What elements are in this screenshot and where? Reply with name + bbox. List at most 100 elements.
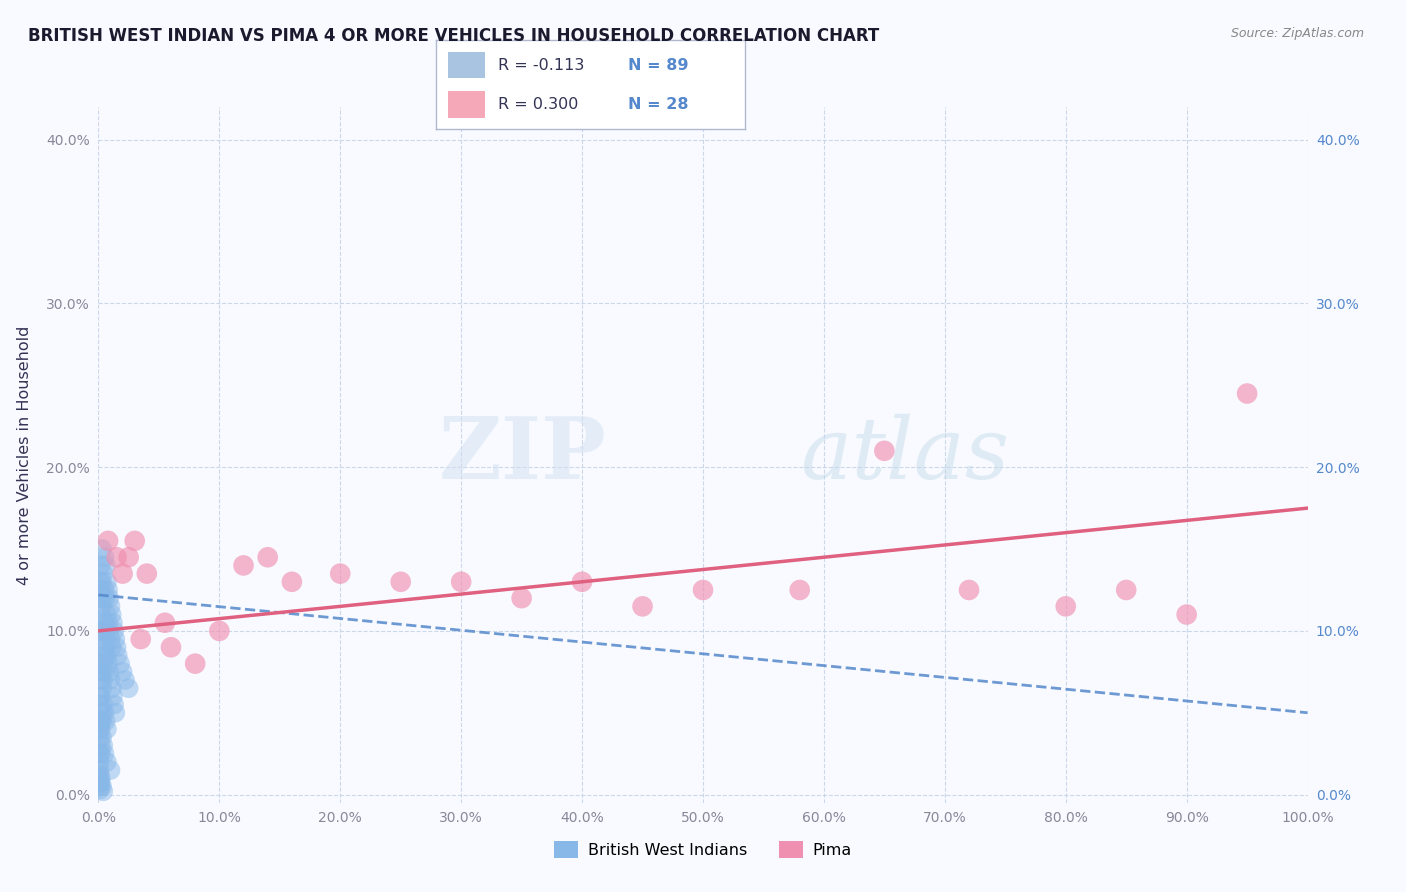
- Point: [89, 780, 111, 794]
- Point: [93, 665, 115, 679]
- Point: [256, 550, 278, 565]
- Point: [957, 582, 980, 597]
- Point: [100, 673, 122, 687]
- Point: [89, 768, 111, 782]
- Point: [450, 574, 472, 589]
- Point: [103, 624, 125, 638]
- Point: [1236, 386, 1258, 401]
- Point: [100, 681, 122, 696]
- Point: [91, 739, 114, 753]
- Point: [91, 542, 114, 557]
- Bar: [449, 91, 485, 118]
- Point: [1054, 599, 1077, 614]
- Point: [90, 582, 112, 597]
- Point: [90, 776, 112, 790]
- Point: [90, 747, 112, 761]
- Text: N = 89: N = 89: [627, 58, 688, 72]
- Point: [96, 607, 118, 622]
- Point: [91, 574, 114, 589]
- Point: [89, 782, 111, 797]
- Point: [91, 784, 114, 798]
- Point: [94, 558, 117, 573]
- Point: [281, 574, 304, 589]
- Point: [100, 632, 122, 646]
- Text: R = -0.113: R = -0.113: [498, 58, 583, 72]
- Y-axis label: 4 or more Vehicles in Household: 4 or more Vehicles in Household: [17, 326, 32, 584]
- Point: [87, 771, 110, 785]
- Point: [91, 780, 114, 794]
- Point: [89, 722, 111, 736]
- Point: [90, 558, 112, 573]
- Point: [1115, 582, 1137, 597]
- Point: [104, 632, 127, 646]
- Point: [90, 632, 112, 646]
- Point: [160, 640, 183, 655]
- Point: [90, 690, 112, 704]
- Point: [118, 681, 141, 696]
- Point: [104, 706, 127, 720]
- Point: [111, 665, 134, 679]
- Point: [89, 698, 111, 712]
- Point: [96, 648, 118, 663]
- Point: [208, 624, 231, 638]
- Point: [94, 624, 117, 638]
- Point: [103, 698, 125, 712]
- Point: [97, 533, 120, 548]
- Bar: [449, 52, 485, 78]
- Point: [101, 690, 124, 704]
- Point: [232, 558, 254, 573]
- Point: [89, 747, 111, 761]
- Point: [111, 566, 134, 581]
- Point: [101, 615, 124, 630]
- Point: [91, 591, 114, 606]
- Point: [108, 657, 131, 671]
- Point: [100, 607, 122, 622]
- Point: [89, 591, 111, 606]
- Point: [94, 640, 117, 655]
- Point: [107, 648, 129, 663]
- Point: [93, 582, 115, 597]
- Point: [91, 640, 114, 655]
- Point: [89, 657, 111, 671]
- Point: [96, 755, 118, 769]
- Point: [90, 714, 112, 728]
- Point: [90, 771, 112, 785]
- Point: [93, 706, 115, 720]
- Point: [100, 599, 122, 614]
- Point: [89, 731, 111, 745]
- Point: [98, 665, 121, 679]
- Point: [97, 657, 120, 671]
- Point: [91, 681, 114, 696]
- Text: Source: ZipAtlas.com: Source: ZipAtlas.com: [1230, 27, 1364, 40]
- Point: [90, 722, 112, 736]
- Point: [89, 690, 111, 704]
- Point: [91, 624, 114, 638]
- Point: [105, 550, 128, 565]
- Point: [100, 640, 122, 655]
- Text: ZIP: ZIP: [439, 413, 606, 497]
- Point: [93, 648, 115, 663]
- Point: [571, 574, 593, 589]
- Point: [98, 624, 121, 638]
- Point: [389, 574, 412, 589]
- Point: [873, 443, 896, 458]
- Point: [89, 714, 111, 728]
- Point: [91, 665, 114, 679]
- Legend: British West Indians, Pima: British West Indians, Pima: [548, 835, 858, 864]
- Point: [329, 566, 352, 581]
- Text: BRITISH WEST INDIAN VS PIMA 4 OR MORE VEHICLES IN HOUSEHOLD CORRELATION CHART: BRITISH WEST INDIAN VS PIMA 4 OR MORE VE…: [28, 27, 879, 45]
- Point: [631, 599, 654, 614]
- Point: [789, 582, 811, 597]
- Point: [94, 714, 117, 728]
- Point: [93, 550, 115, 565]
- Point: [91, 714, 114, 728]
- Point: [94, 591, 117, 606]
- Point: [100, 763, 122, 777]
- Point: [93, 615, 115, 630]
- Text: R = 0.300: R = 0.300: [498, 97, 578, 112]
- Point: [90, 739, 112, 753]
- Text: atlas: atlas: [800, 414, 1010, 496]
- Text: N = 28: N = 28: [627, 97, 688, 112]
- Point: [118, 550, 141, 565]
- Point: [91, 657, 114, 671]
